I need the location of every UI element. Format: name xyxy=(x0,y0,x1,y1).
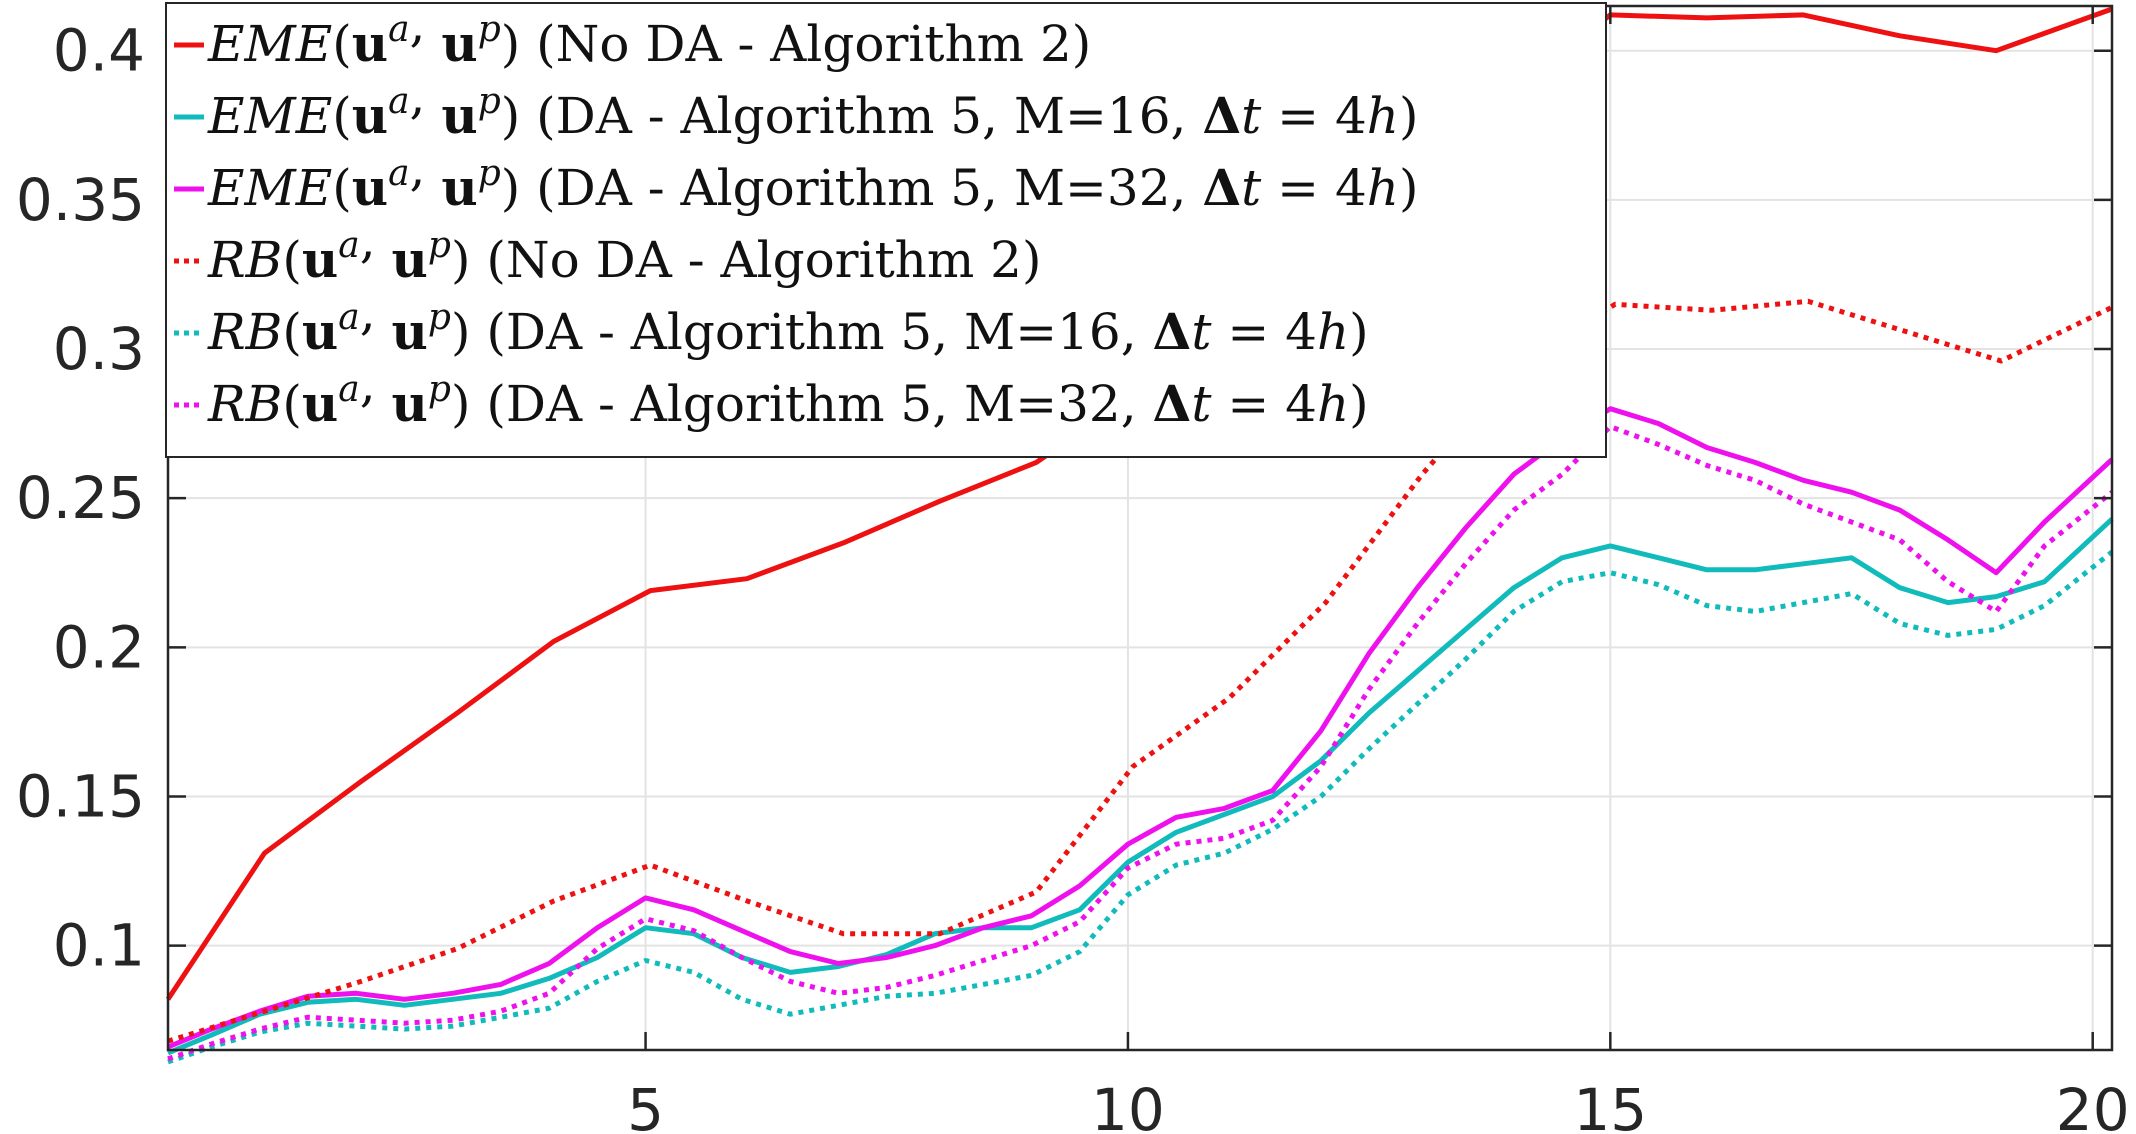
y-tick-label-0.1: 0.1 xyxy=(53,912,145,980)
legend-box xyxy=(165,2,1607,458)
legend-entry-6: RB(ua, up) (DA - Algorithm 5, M=32, Δt =… xyxy=(207,355,1369,433)
y-tick-label-0.25: 0.25 xyxy=(16,464,145,532)
series-line-4 xyxy=(167,298,2114,1044)
tick-labels: 5 10 15 20 0.1 0.15 0.2 0.25 0.3 0.35 0.4 xyxy=(16,17,2130,1134)
series-line-1 xyxy=(165,6,2113,1001)
series-line-3 xyxy=(167,406,2114,1050)
y-tick-label-0.35: 0.35 xyxy=(16,166,145,234)
x-tick-label-15: 15 xyxy=(1573,1076,1647,1134)
legend-entry-3: EME(ua, up) (DA - Algorithm 5, M=32, Δt … xyxy=(207,139,1418,217)
series-line-5 xyxy=(167,549,2114,1065)
series-line-2 xyxy=(167,517,2114,1056)
legend-entry-2: EME(ua, up) (DA - Algorithm 5, M=16, Δt … xyxy=(207,67,1418,145)
series-lines xyxy=(165,6,2114,1065)
legend-entry-5: RB(ua, up) (DA - Algorithm 5, M=16, Δt =… xyxy=(207,283,1369,361)
y-tick-label-0.2: 0.2 xyxy=(53,613,145,681)
series-line-6 xyxy=(167,424,2114,1062)
x-tick-label-5: 5 xyxy=(627,1076,664,1134)
x-tick-label-10: 10 xyxy=(1091,1076,1165,1134)
legend-entry-1: EME(ua, up) (No DA - Algorithm 2) xyxy=(207,0,1091,73)
y-tick-label-0.15: 0.15 xyxy=(16,762,145,830)
x-tick-label-20: 20 xyxy=(2056,1076,2130,1134)
y-tick-label-0.3: 0.3 xyxy=(53,315,145,383)
legend: EME(ua, up) (No DA - Algorithm 2)EME(ua,… xyxy=(165,0,1607,458)
legend-entry-4: RB(ua, up) (No DA - Algorithm 2) xyxy=(207,211,1042,289)
y-tick-label-0.4: 0.4 xyxy=(53,17,145,85)
